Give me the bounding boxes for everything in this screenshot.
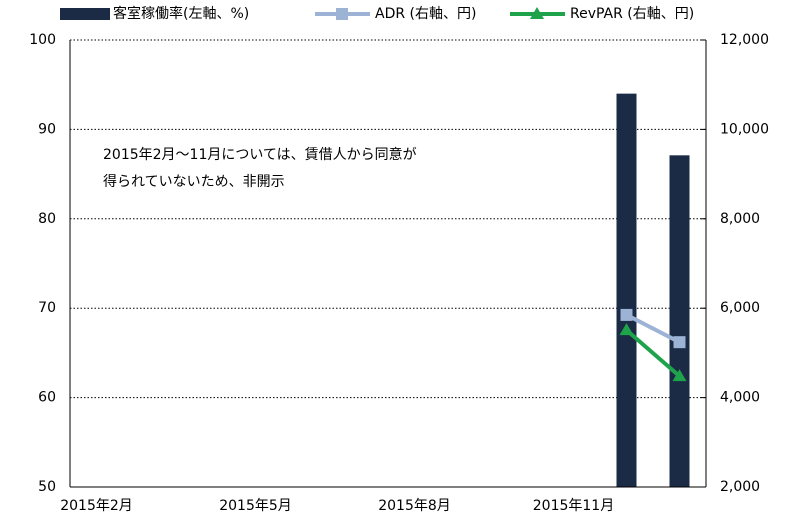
legend-label: 客室稼働率(左軸、%): [113, 5, 249, 22]
y-tick-label: 70: [38, 300, 56, 316]
x-tick-label: 2015年11月: [533, 498, 614, 514]
bar: [616, 93, 637, 487]
x-tick-label: 2015年8月: [378, 498, 451, 514]
legend-marker: [336, 8, 348, 20]
y-tick-label: 90: [38, 121, 56, 137]
y2-tick-label: 8,000: [720, 211, 760, 227]
y2-tick-label: 4,000: [720, 390, 760, 406]
marker: [619, 323, 634, 336]
legend-label: ADR (右軸、円): [375, 6, 476, 22]
marker: [620, 308, 633, 321]
line: [625, 313, 681, 344]
marker: [672, 369, 687, 382]
y2-tick-label: 10,000: [720, 121, 769, 137]
bar: [669, 155, 690, 488]
legend-marker: [530, 7, 544, 19]
marker: [673, 336, 686, 349]
y2-tick-label: 2,000: [720, 479, 760, 495]
y-tick-label: 80: [38, 211, 56, 227]
y2-tick-label: 6,000: [720, 300, 760, 316]
y2-tick-label: 12,000: [720, 32, 769, 48]
annotation: 2015年2月～11月については、賃借人から同意が: [103, 146, 417, 163]
legend-swatch: [60, 8, 110, 20]
annotation: 得られていないため、非開示: [103, 173, 285, 190]
line: [625, 328, 681, 378]
x-tick-label: 2015年5月: [219, 498, 292, 514]
y-tick-label: 60: [38, 390, 56, 406]
legend-label: RevPAR (右軸、円): [570, 6, 694, 22]
y-tick-label: 50: [38, 479, 56, 495]
x-tick-label: 2015年2月: [60, 498, 133, 514]
y-tick-label: 100: [29, 32, 56, 48]
